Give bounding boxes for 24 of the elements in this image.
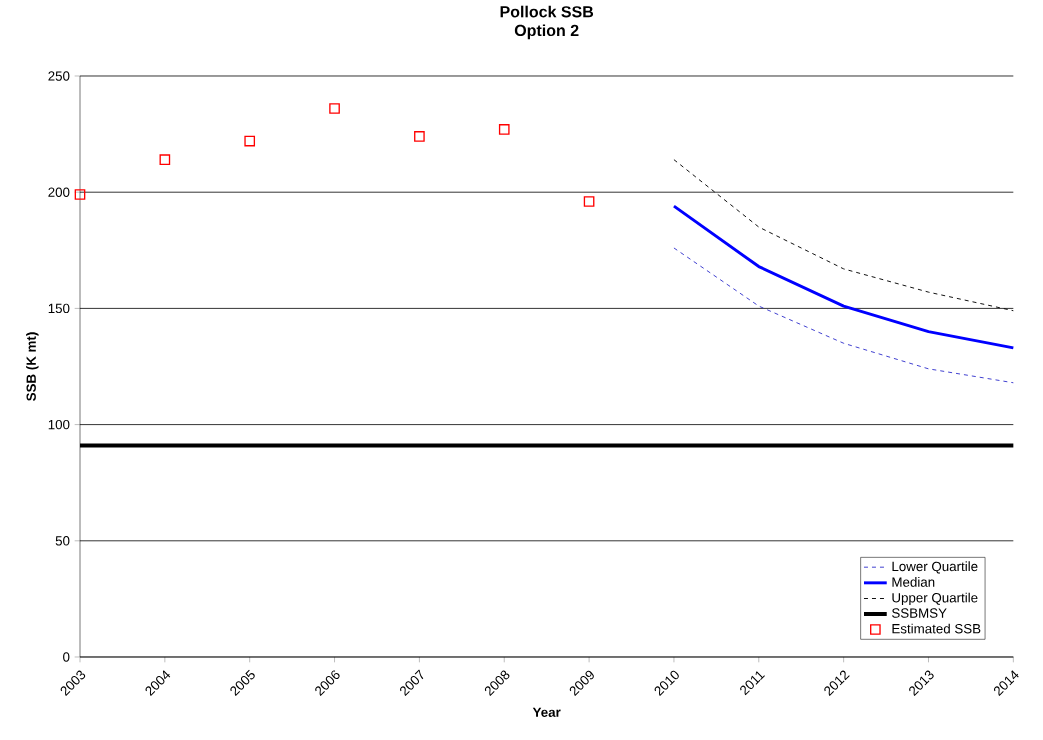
legend-label: Median (892, 577, 935, 587)
point (583, 196, 595, 207)
legend-label: SSBMSY (892, 608, 947, 618)
chart-subtitle: Option 2 (514, 24, 579, 40)
point (244, 135, 256, 147)
line-series (672, 204, 1015, 350)
legend-label: Lower Quartile (892, 561, 978, 574)
line-series (673, 247, 1014, 384)
chart-title: Pollock SSB (500, 5, 594, 18)
legend-label: Upper Quartile (892, 592, 978, 606)
y-tick-label: 250 (48, 71, 70, 81)
y-tick-label: 100 (48, 419, 70, 430)
y-tick-label: 0 (63, 652, 70, 662)
x-axis-title: Year (532, 707, 561, 717)
point (329, 103, 340, 114)
y-axis-title: SSB (K mt) (26, 332, 39, 401)
y-tick-label: 200 (48, 187, 70, 197)
point (498, 124, 510, 135)
point (74, 189, 86, 200)
point (414, 131, 425, 142)
point (159, 154, 171, 165)
y-tick-label: 150 (48, 303, 70, 314)
y-tick-label: 50 (55, 536, 70, 546)
legend-label: Estimated SSB (892, 623, 981, 634)
